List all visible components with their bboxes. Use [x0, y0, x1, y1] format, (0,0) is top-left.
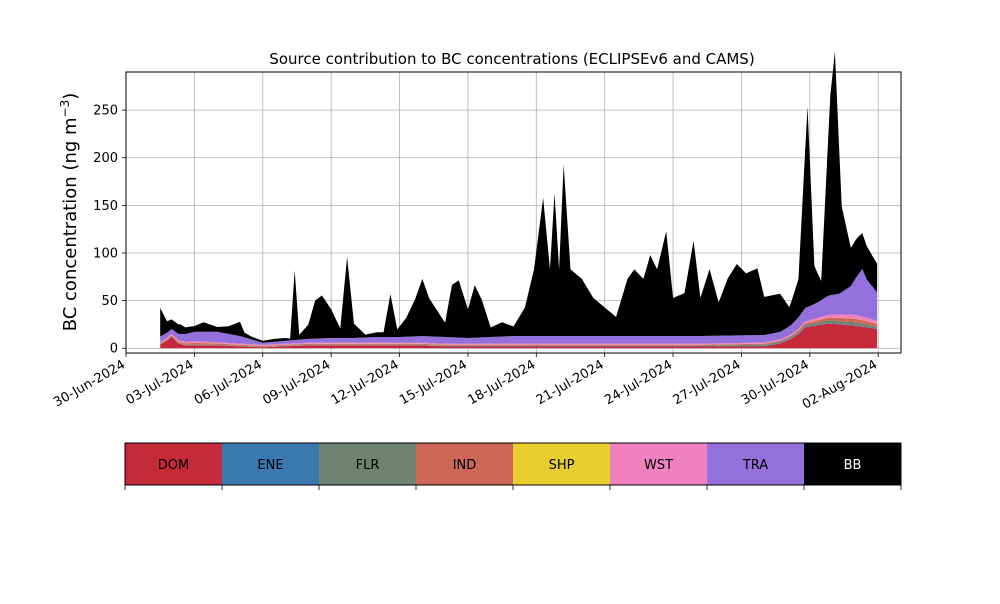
x-tick-label: 12-Jul-2024 — [329, 357, 402, 408]
legend-swatch-bb — [804, 443, 901, 485]
legend-label: FLR — [356, 458, 380, 473]
x-tick-label: 15-Jul-2024 — [397, 357, 470, 408]
legend-swatch-flr — [319, 443, 416, 485]
y-tick-label: 250 — [93, 104, 118, 119]
y-axis-label-main: BC concentration (ng m — [60, 117, 81, 331]
legend: DOM ENE FLR IND SHP WST TRA BB — [124, 442, 902, 490]
chart-title: Source contribution to BC concentrations… — [269, 50, 754, 68]
x-tick-label: 03-Jul-2024 — [124, 357, 197, 408]
y-tick-label: 50 — [101, 294, 118, 309]
y-axis-ticks: 0 50 100 150 200 250 — [93, 104, 126, 357]
legend-label: ENE — [257, 458, 283, 473]
y-axis-label: BC concentration (ng m−3) — [58, 93, 81, 332]
x-tick-label: 27-Jul-2024 — [671, 357, 744, 408]
plot-frame — [125, 71, 902, 354]
y-tick-label: 150 — [93, 199, 118, 214]
legend-label: IND — [453, 458, 477, 473]
legend-label: DOM — [158, 458, 189, 473]
x-tick-label: 06-Jul-2024 — [192, 357, 265, 408]
legend-swatch-ind — [416, 443, 513, 485]
x-tick-label: 02-Aug-2024 — [800, 357, 880, 412]
grid — [125, 72, 901, 353]
legend-swatch-wst — [610, 443, 707, 485]
x-tick-label: 18-Jul-2024 — [465, 357, 538, 408]
y-axis-label-close: ) — [60, 93, 81, 100]
y-tick-label: 0 — [110, 342, 118, 357]
x-tick-label: 30-Jun-2024 — [51, 357, 128, 410]
legend-label: SHP — [549, 458, 575, 473]
legend-label: WST — [644, 458, 673, 473]
area-bb — [160, 51, 878, 343]
x-tick-label: 09-Jul-2024 — [260, 357, 333, 408]
legend-swatch-dom — [125, 443, 222, 485]
x-axis-ticks: 30-Jun-202403-Jul-202406-Jul-202409-Jul-… — [51, 353, 880, 413]
y-axis-label-sup: −3 — [58, 100, 72, 118]
area-dom — [160, 323, 878, 349]
x-tick-label: 24-Jul-2024 — [602, 357, 675, 408]
y-tick-label: 200 — [93, 151, 118, 166]
stacked-areas — [160, 51, 878, 349]
legend-swatch-shp — [513, 443, 610, 485]
legend-label: BB — [844, 458, 862, 473]
y-tick-label: 100 — [93, 246, 118, 261]
legend-swatch-tra — [707, 443, 804, 485]
x-tick-label: 21-Jul-2024 — [534, 357, 607, 408]
legend-swatch-ene — [222, 443, 319, 485]
legend-label: TRA — [742, 458, 768, 473]
area-tra — [160, 268, 878, 345]
